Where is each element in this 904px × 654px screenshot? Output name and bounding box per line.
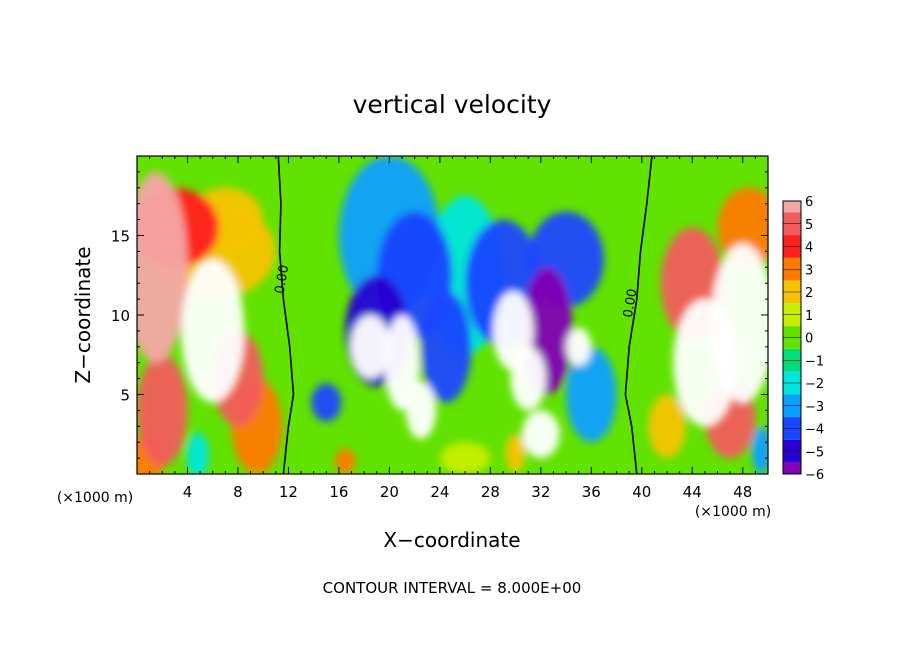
colorbar-label: 3 — [805, 263, 813, 278]
y-tick-label: 10 — [111, 307, 130, 325]
x-tick-label: 44 — [683, 483, 702, 501]
contour-label: 0.00 — [621, 288, 641, 319]
colorbar-label: −6 — [805, 468, 824, 483]
velocity-cell — [137, 171, 188, 363]
zero-contour-line — [277, 156, 295, 474]
x-axis-label: X−coordinate — [383, 528, 520, 552]
colorbar-swatch — [783, 280, 801, 292]
velocity-cell — [384, 315, 420, 411]
colorbar-swatch — [783, 235, 801, 247]
colorbar-swatch — [783, 292, 801, 304]
x-axis: 4 8 12 16 20 24 28 32 36 40 44 48 — [149, 156, 756, 501]
colorbar-swatch — [783, 405, 801, 418]
velocity-cell — [311, 383, 342, 422]
y-axis: 5 10 15 — [111, 171, 768, 459]
velocity-cell — [566, 327, 592, 366]
velocity-cell — [521, 410, 560, 459]
x-tick-label: 48 — [733, 483, 752, 501]
colorbar-swatch — [783, 246, 801, 258]
velocity-cell — [335, 448, 356, 474]
x-tick-label: 8 — [233, 483, 243, 501]
velocity-cell — [350, 315, 391, 379]
velocity-cell — [181, 259, 245, 403]
colorbar-label: 4 — [805, 241, 813, 256]
x-tick-label: 20 — [380, 483, 399, 501]
colorbar-label: 6 — [805, 195, 813, 210]
zero-contour-line — [624, 156, 653, 474]
y-tick-label: 15 — [111, 228, 130, 246]
x-tick-label: 28 — [481, 483, 500, 501]
colorbar-swatch — [783, 326, 801, 338]
x-tick-label: 40 — [632, 483, 651, 501]
colorbar-label: 5 — [805, 218, 813, 233]
colorbar-label: −5 — [805, 445, 824, 460]
colorbar-swatch — [783, 314, 801, 327]
contour-labels: 0.00 0.00 — [273, 264, 641, 319]
colorbar-swatch — [783, 201, 801, 213]
velocity-cell — [510, 346, 546, 411]
colorbar: 6 5 4 3 2 1 0 −1 −2 −3 −4 −5 −6 — [782, 195, 824, 483]
colorbar-swatch — [783, 348, 801, 361]
colorbar-label: −3 — [805, 400, 824, 415]
plot-area — [137, 156, 768, 474]
colorbar-label: −1 — [805, 354, 824, 369]
x-units-right: (×1000 m) — [695, 504, 771, 520]
chart-title: vertical velocity — [353, 90, 552, 119]
colorbar-label: 0 — [805, 332, 813, 347]
y-tick-label: 5 — [120, 387, 130, 405]
colorbar-swatch — [783, 451, 801, 463]
colorbar-label: −2 — [805, 377, 824, 392]
velocity-cell — [186, 432, 209, 474]
contour-label: 0.00 — [273, 264, 293, 295]
velocity-cell — [439, 442, 491, 474]
colorbar-swatch — [783, 303, 801, 315]
colorbar-swatch — [783, 212, 801, 224]
velocity-cell — [505, 434, 526, 473]
velocity-field — [137, 156, 768, 474]
x-tick-label: 12 — [279, 483, 298, 501]
colorbar-swatch — [783, 223, 801, 236]
x-tick-label: 36 — [582, 483, 601, 501]
velocity-cell — [405, 381, 437, 440]
y-axis-label: Z−coordinate — [71, 246, 95, 383]
colorbar-swatch — [783, 337, 801, 349]
colorbar-label: 2 — [805, 286, 813, 301]
colorbar-swatch — [783, 383, 801, 395]
colorbar-swatch — [783, 417, 801, 429]
velocity-cell — [711, 243, 768, 403]
colorbar-swatch — [783, 360, 801, 372]
x-units-left: (×1000 m) — [57, 490, 133, 506]
x-tick-label: 4 — [183, 483, 193, 501]
x-tick-label: 32 — [531, 483, 550, 501]
colorbar-swatch — [783, 371, 801, 383]
colorbar-swatch — [783, 269, 801, 281]
x-tick-label: 24 — [430, 483, 449, 501]
colorbar-label: 1 — [805, 309, 813, 324]
colorbar-label: −4 — [805, 423, 824, 438]
velocity-cell — [751, 426, 768, 474]
velocity-cell — [648, 394, 686, 459]
contour-interval-note: CONTOUR INTERVAL = 8.000E+00 — [323, 579, 582, 597]
x-tick-label: 16 — [329, 483, 348, 501]
velocity-cell — [566, 346, 617, 443]
velocity-cell — [717, 187, 768, 268]
colorbar-swatch — [783, 428, 801, 440]
velocity-cell — [137, 354, 188, 467]
colorbar-swatch — [783, 439, 801, 452]
zero-contours — [277, 156, 653, 474]
colorbar-swatch — [783, 394, 801, 406]
colorbar-swatch — [783, 462, 801, 474]
colorbar-swatch — [783, 257, 801, 270]
